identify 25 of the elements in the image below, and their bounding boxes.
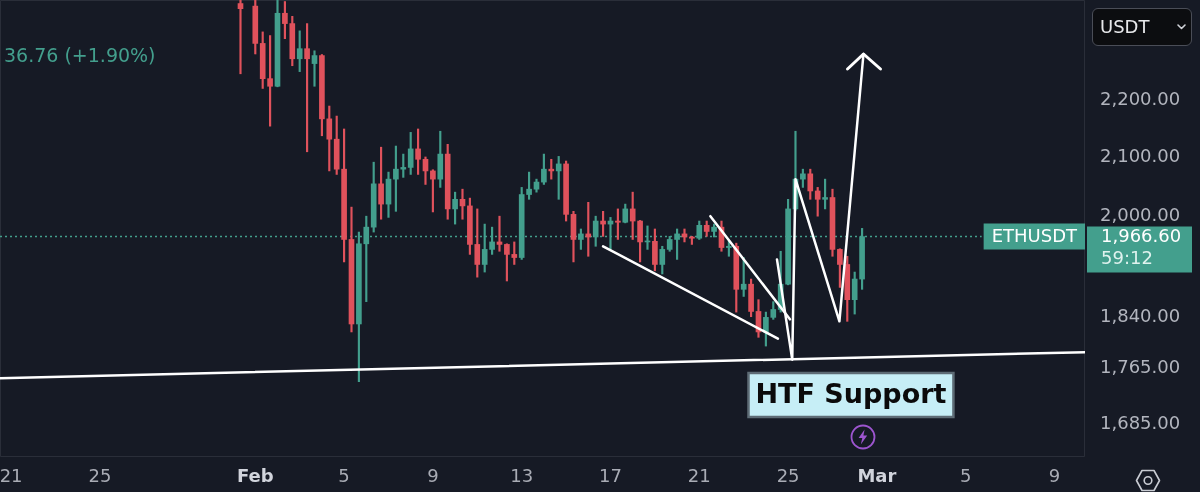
ref-line-label: ETHUSDT (991, 225, 1078, 247)
x-tick-label: 13 (510, 465, 534, 487)
x-tick-label: Mar (857, 465, 897, 487)
y-tick-label: 1,765.00 (1100, 355, 1181, 377)
y-tick-label: 2,100.00 (1100, 144, 1181, 166)
x-tick-label: 5 (959, 465, 972, 487)
unit-dropdown: USDT (1092, 8, 1192, 46)
x-tick-label: Feb (236, 465, 274, 487)
y-tick-label: 2,200.00 (1100, 88, 1181, 110)
x-tick-label: 21 (0, 465, 23, 487)
y-tick-label: 2,000.00 (1100, 203, 1181, 225)
annotation: HTF Support (755, 378, 947, 409)
x-tick-label: 25 (88, 465, 112, 487)
text: 59:12 (1101, 247, 1153, 269)
y-axis-title: USDT (1100, 16, 1150, 37)
annotation: 36.76 (+1.90%) (4, 43, 156, 66)
x-tick-label: 21 (687, 465, 711, 487)
x-tick-label: 5 (338, 465, 350, 487)
x-tick-label: 9 (1048, 465, 1061, 487)
y-tick-label: 1,685.00 (1100, 411, 1181, 433)
x-tick-label: 25 (776, 465, 800, 487)
x-tick-label: 17 (599, 465, 622, 487)
text: 1,966.60 (1101, 225, 1182, 247)
x-tick-label: 9 (427, 465, 439, 487)
y-tick-label: 1,840.00 (1100, 305, 1181, 327)
